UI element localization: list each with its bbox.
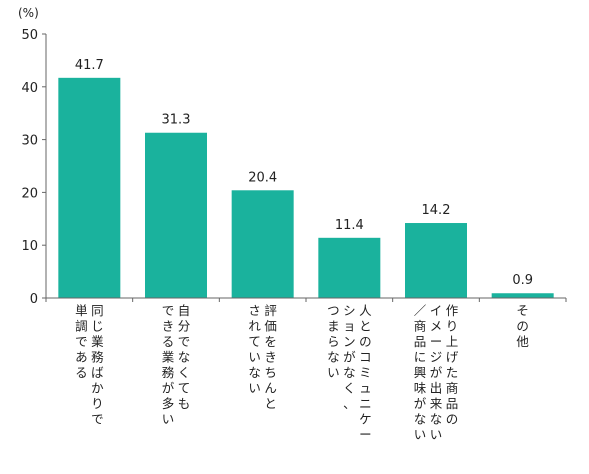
- data-label: 11.4: [335, 218, 364, 233]
- category-label-line: つまらない: [327, 303, 340, 380]
- bar: [318, 237, 381, 298]
- bar: [58, 77, 121, 298]
- category-label-line: 同じ業務ばかりで: [91, 303, 104, 427]
- y-axis-unit-label: (%): [18, 6, 39, 20]
- category-label-line: 自分でなくても: [178, 303, 191, 411]
- y-axis: 0 10 20 30 40 50: [21, 28, 47, 307]
- category-label-line: 人とのコミュニケー: [359, 303, 372, 442]
- y-tick-label: 0: [30, 292, 38, 307]
- category-label-line: ションがなく、: [343, 303, 356, 411]
- category-label-line: イメージが出来ない: [430, 303, 443, 442]
- bars: [58, 77, 554, 298]
- x-axis: [45, 297, 567, 302]
- category-label-line: 評価をきちんと: [264, 303, 277, 411]
- category-label-line: 単調である: [75, 303, 88, 380]
- data-label: 31.3: [162, 113, 191, 128]
- category-label-line: ／商品に興味がない: [414, 303, 427, 442]
- data-labels: 41.7 31.3 20.4 11.4 14.2 0.9: [75, 58, 533, 288]
- data-label: 20.4: [248, 170, 277, 185]
- bar: [231, 190, 294, 298]
- bar: [491, 293, 554, 298]
- category-label: その他: [516, 303, 529, 349]
- data-label: 41.7: [75, 58, 104, 73]
- y-tick-label: 20: [21, 186, 38, 201]
- y-tick-label: 10: [21, 239, 38, 254]
- category-label-line: されていない: [248, 303, 261, 396]
- category-label-line: その他: [516, 303, 529, 349]
- category-label-line: できる業務が多い: [162, 303, 175, 427]
- y-tick-label: 40: [21, 81, 38, 96]
- bar: [405, 223, 467, 298]
- y-tick-label: 30: [21, 134, 38, 149]
- data-label: 14.2: [422, 203, 451, 218]
- data-label: 0.9: [512, 273, 533, 288]
- bar: [145, 132, 207, 298]
- category-label-line: 作り上げた商品の: [446, 303, 459, 427]
- y-tick-label: 50: [21, 28, 38, 43]
